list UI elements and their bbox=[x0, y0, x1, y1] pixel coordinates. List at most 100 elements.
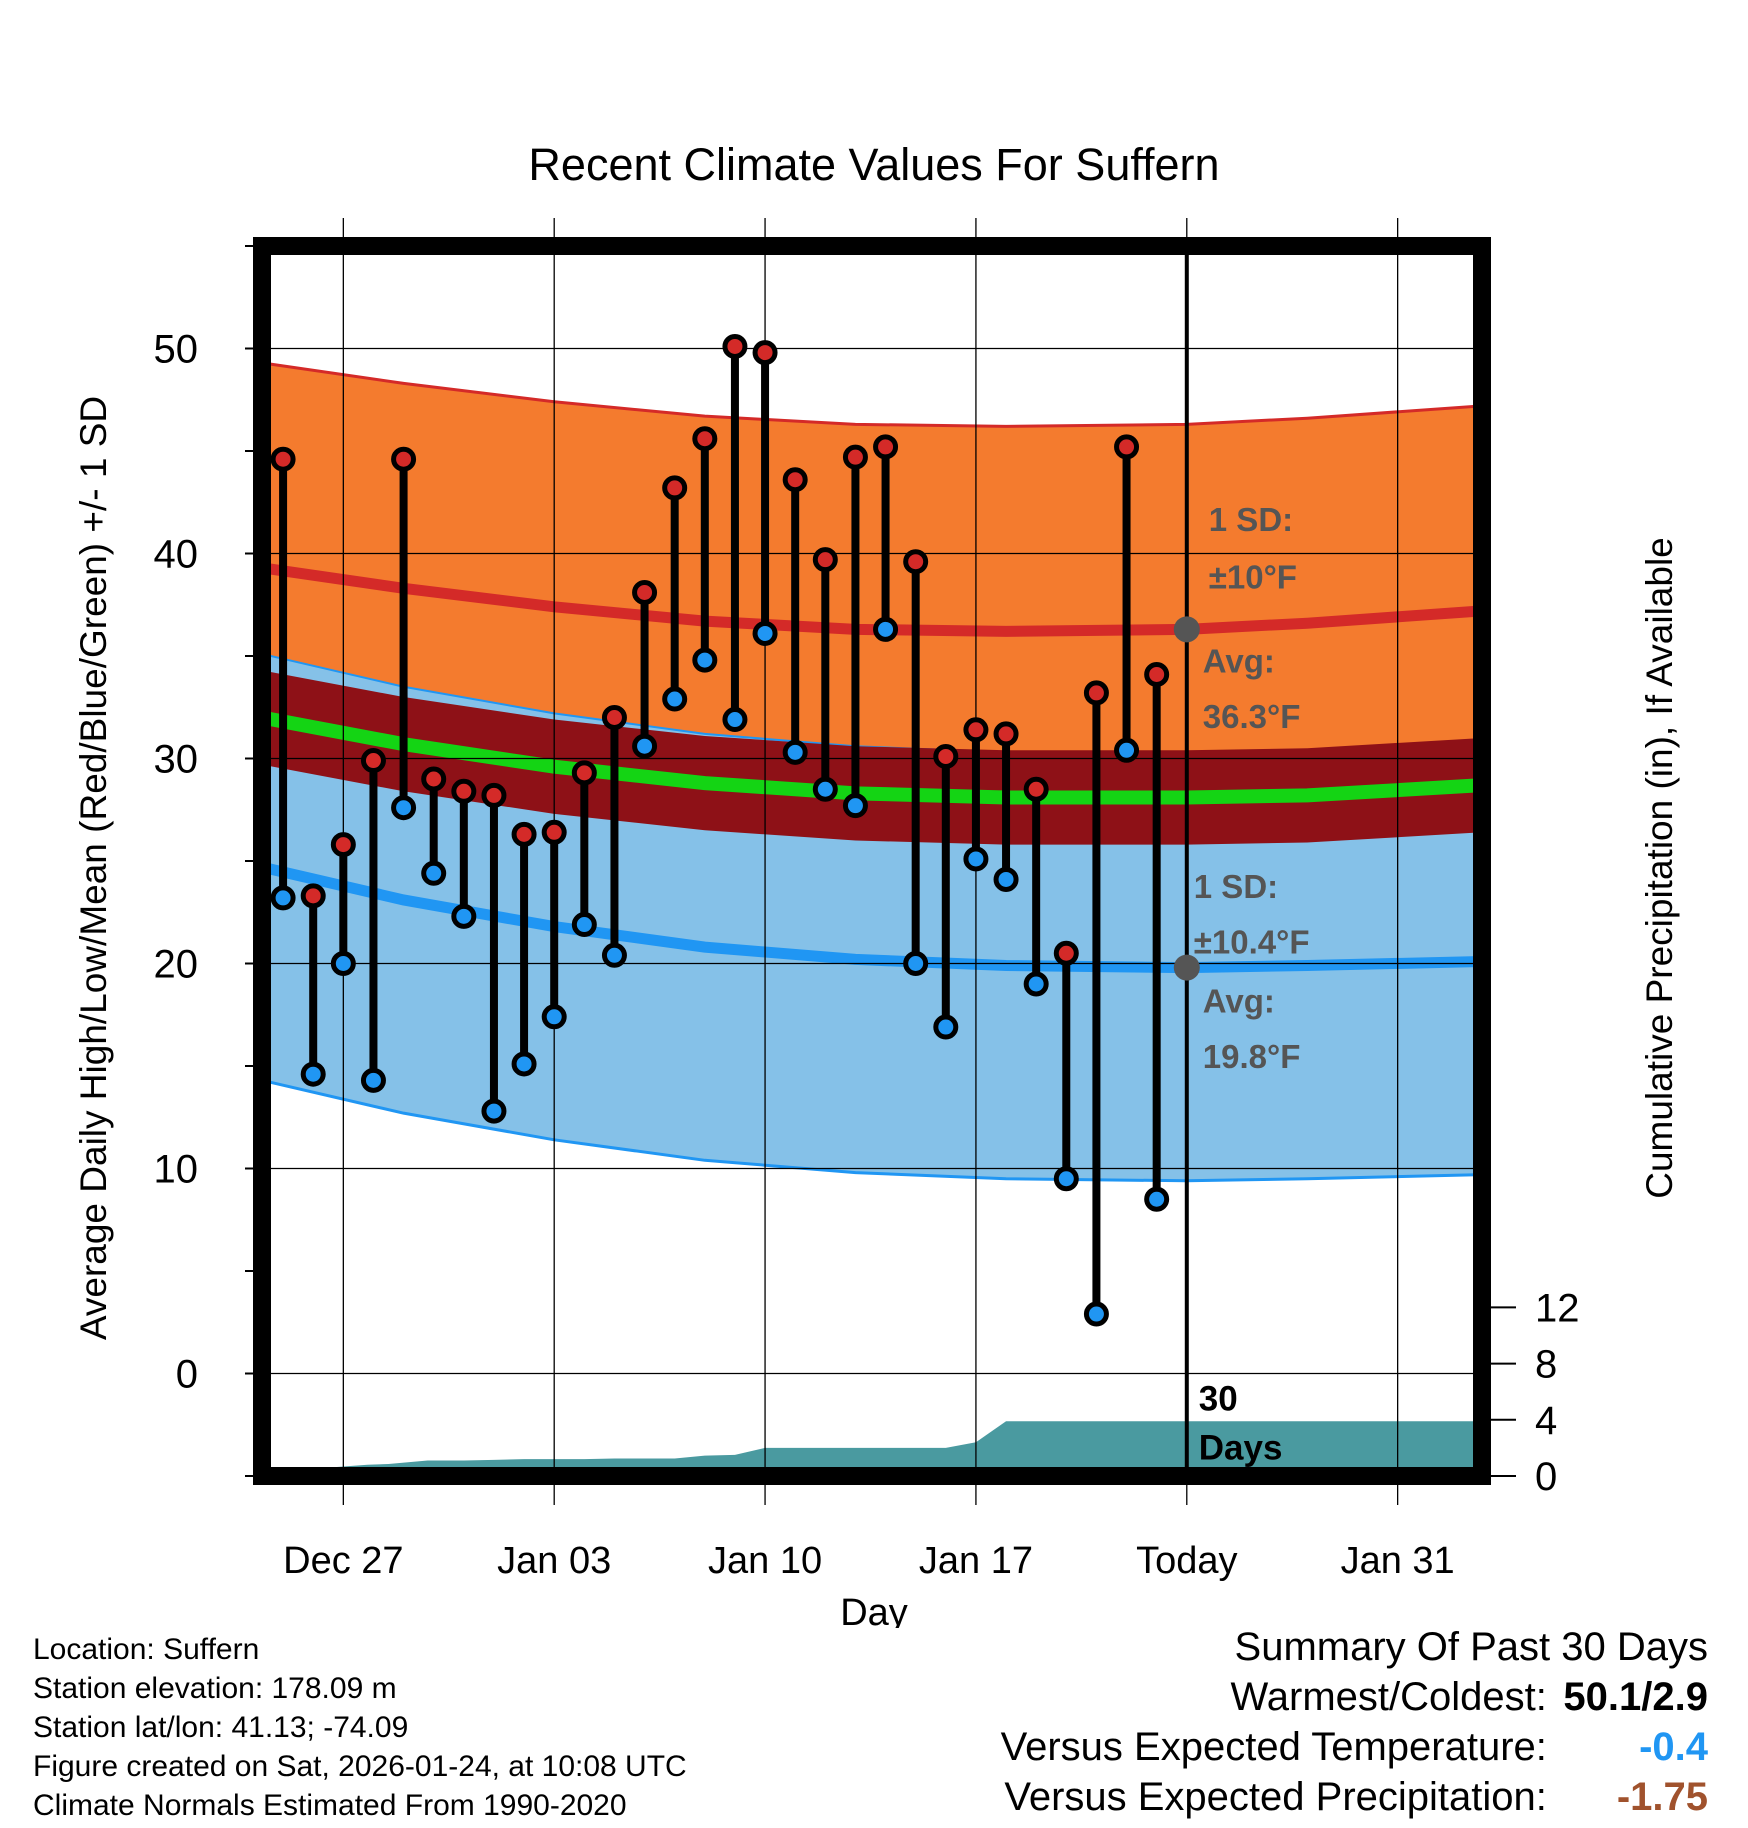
daily-high-point bbox=[511, 821, 537, 847]
station-info: Location: Suffern Station elevation: 178… bbox=[33, 1630, 687, 1825]
summary-temp-value: -0.4 bbox=[1639, 1725, 1708, 1769]
daily-high-point bbox=[571, 760, 597, 786]
high-sd-title: 1 SD: bbox=[1209, 501, 1293, 538]
daily-high-point bbox=[632, 579, 658, 605]
daily-high-point bbox=[842, 444, 868, 470]
x-axis-label: Day bbox=[840, 1592, 908, 1628]
high-sd-value: ±10°F bbox=[1209, 558, 1297, 595]
daily-low-point bbox=[1053, 1166, 1079, 1192]
daily-high-point bbox=[330, 832, 356, 858]
daily-high-point bbox=[662, 475, 688, 501]
daily-high-point bbox=[903, 549, 929, 575]
summary-temp-row: Versus Expected Temperature: -0.4 bbox=[1001, 1722, 1708, 1772]
daily-low-point bbox=[903, 951, 929, 976]
daily-high-point bbox=[421, 766, 447, 792]
daily-high-point bbox=[993, 721, 1019, 747]
y2-tick-label: 0 bbox=[1535, 1455, 1557, 1499]
x-tick-label: Dec 27 bbox=[283, 1540, 403, 1582]
high-avg-value: 36.3°F bbox=[1203, 698, 1301, 735]
low-sd-lower-edge bbox=[261, 1078, 1483, 1183]
daily-high-point bbox=[752, 340, 778, 366]
x-tick-label: Jan 31 bbox=[1341, 1540, 1455, 1582]
daily-low-point bbox=[391, 795, 417, 821]
y-tick-label: 20 bbox=[154, 943, 199, 987]
y-tick-label: 10 bbox=[154, 1148, 199, 1192]
daily-low-point bbox=[752, 620, 778, 646]
info-created: Figure created on Sat, 2026-01-24, at 10… bbox=[33, 1750, 687, 1783]
days-label-number: 30 bbox=[1199, 1379, 1238, 1418]
daily-low-point bbox=[330, 951, 356, 976]
daily-high-point bbox=[692, 426, 718, 452]
y-tick-label: 50 bbox=[154, 328, 199, 372]
summary-precip-label: Versus Expected Precipitation: bbox=[1004, 1775, 1547, 1819]
plot-frame bbox=[253, 237, 1491, 1485]
daily-low-point bbox=[270, 885, 296, 911]
high-avg-marker bbox=[1173, 616, 1200, 643]
normal-bands bbox=[260, 361, 1483, 1183]
daily-high-point bbox=[722, 333, 748, 359]
low-sd-value: ±10.4°F bbox=[1194, 923, 1310, 960]
daily-low-point bbox=[360, 1067, 386, 1093]
summary-precip-row: Versus Expected Precipitation: -1.75 bbox=[1001, 1772, 1708, 1822]
info-normals: Climate Normals Estimated From 1990-2020 bbox=[33, 1789, 627, 1822]
info-elevation: Station elevation: 178.09 m bbox=[33, 1672, 397, 1705]
high-avg-title: Avg: bbox=[1203, 642, 1275, 679]
daily-low-point bbox=[933, 1014, 959, 1040]
daily-low-point bbox=[1114, 737, 1140, 763]
high-sd-upper-edge bbox=[261, 361, 1483, 428]
daily-high-point bbox=[1144, 661, 1170, 687]
summary-panel: Summary Of Past 30 Days Warmest/Coldest:… bbox=[1001, 1622, 1708, 1822]
y-axis-label: Average Daily High/Low/Mean (Red/Blue/Gr… bbox=[73, 396, 114, 1340]
daily-high-point bbox=[481, 782, 507, 808]
normal-annotations: 1 SD: ±10°F Avg: 36.3°F 1 SD: ±10.4°F Avg: 19.8… bbox=[1173, 501, 1310, 1468]
climate-chart: Recent Climate Values For Suffern 1 SD: ±… bbox=[73, 139, 1680, 1628]
daily-low-point bbox=[541, 1004, 567, 1030]
daily-low-point bbox=[451, 903, 477, 929]
daily-high-point bbox=[963, 717, 989, 743]
daily-low-point bbox=[601, 942, 627, 968]
daily-low-point bbox=[632, 733, 658, 759]
daily-low-point bbox=[421, 860, 447, 886]
x-tick-label: Jan 03 bbox=[497, 1540, 611, 1582]
daily-high-point bbox=[1053, 940, 1079, 966]
daily-low-point bbox=[993, 866, 1019, 892]
daily-high-point bbox=[1023, 776, 1049, 802]
y-tick-label: 40 bbox=[154, 533, 199, 577]
info-latlon: Station lat/lon: 41.13; -74.09 bbox=[33, 1711, 409, 1744]
daily-low-point bbox=[300, 1061, 326, 1087]
daily-low-point bbox=[692, 647, 718, 673]
daily-low-point bbox=[873, 616, 899, 642]
daily-low-point bbox=[963, 846, 989, 872]
daily-low-point bbox=[1144, 1186, 1170, 1212]
x-tick-label: Jan 10 bbox=[708, 1540, 822, 1582]
summary-title: Summary Of Past 30 Days bbox=[1234, 1625, 1708, 1669]
daily-low-point bbox=[722, 707, 748, 733]
daily-high-point bbox=[601, 705, 627, 730]
normal-low-line bbox=[260, 861, 1483, 974]
y2-tick-label: 12 bbox=[1535, 1286, 1580, 1330]
summary-warmest-value: 50.1/2.9 bbox=[1563, 1675, 1708, 1719]
axes: 0 10 20 30 40 50 0 4 8 12 Dec 27 Jan 03 Jan 10 Jan 17… bbox=[154, 237, 1580, 1582]
chart-title: Recent Climate Values For Suffern bbox=[528, 139, 1219, 190]
low-sd-title: 1 SD: bbox=[1194, 868, 1278, 905]
daily-high-point bbox=[873, 434, 899, 460]
daily-high-point bbox=[812, 547, 838, 573]
daily-low-point bbox=[842, 793, 868, 819]
daily-high-point bbox=[1114, 434, 1140, 460]
daily-high-point bbox=[391, 446, 417, 472]
daily-low-point bbox=[1083, 1301, 1109, 1327]
y2-axis-label: Cumulative Precipitation (in), If Availa… bbox=[1639, 537, 1680, 1199]
summary-warmest-label: Warmest/Coldest: bbox=[1230, 1675, 1547, 1719]
daily-low-point bbox=[571, 912, 597, 938]
daily-low-point bbox=[812, 776, 838, 802]
days-label-text: Days bbox=[1199, 1429, 1283, 1468]
daily-low-point bbox=[662, 686, 688, 712]
daily-low-point bbox=[782, 739, 808, 765]
summary-warmest-row: Warmest/Coldest: 50.1/2.9 bbox=[1001, 1672, 1709, 1722]
daily-low-point bbox=[511, 1051, 537, 1077]
summary-precip-value: -1.75 bbox=[1616, 1775, 1708, 1819]
info-location: Location: Suffern bbox=[33, 1633, 260, 1666]
daily-high-low-points bbox=[270, 333, 1170, 1327]
low-avg-title: Avg: bbox=[1203, 983, 1275, 1020]
daily-high-point bbox=[300, 883, 326, 909]
